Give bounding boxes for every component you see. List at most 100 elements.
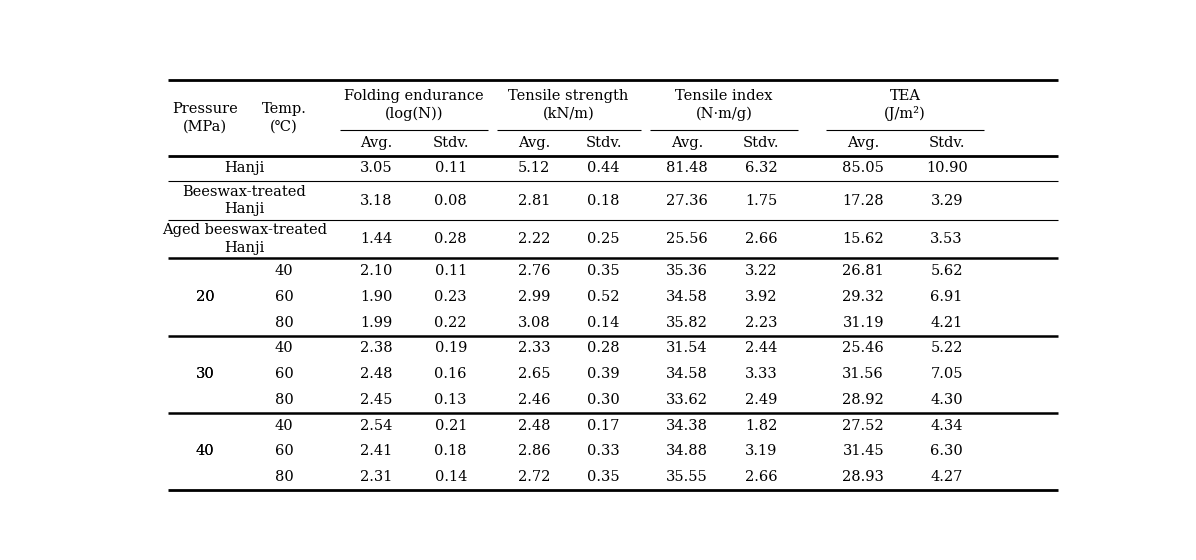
Text: 0.08: 0.08 <box>434 194 468 208</box>
Text: 85.05: 85.05 <box>842 161 884 175</box>
Text: 1.44: 1.44 <box>360 232 392 246</box>
Text: 35.55: 35.55 <box>666 470 708 484</box>
Text: 0.35: 0.35 <box>587 264 620 278</box>
Text: 60: 60 <box>275 367 293 381</box>
Text: Beeswax-treated
Hanji: Beeswax-treated Hanji <box>183 185 306 216</box>
Text: Hanji: Hanji <box>225 161 264 175</box>
Text: 3.33: 3.33 <box>745 367 777 381</box>
Text: 2.81: 2.81 <box>518 194 550 208</box>
Text: 0.11: 0.11 <box>434 161 466 175</box>
Text: 2.48: 2.48 <box>518 418 550 432</box>
Text: 10.90: 10.90 <box>926 161 968 175</box>
Text: 1.99: 1.99 <box>360 316 392 330</box>
Text: 34.58: 34.58 <box>666 367 708 381</box>
Text: 40: 40 <box>275 418 293 432</box>
Text: Temp.
(℃): Temp. (℃) <box>262 102 306 133</box>
Text: 28.93: 28.93 <box>842 470 884 484</box>
Text: 3.53: 3.53 <box>930 232 963 246</box>
Text: 5.22: 5.22 <box>930 342 963 356</box>
Text: Avg.: Avg. <box>360 136 392 150</box>
Text: 1.82: 1.82 <box>745 418 777 432</box>
Text: 0.30: 0.30 <box>587 393 620 407</box>
Text: 17.28: 17.28 <box>842 194 884 208</box>
Text: 2.10: 2.10 <box>360 264 392 278</box>
Text: 0.11: 0.11 <box>434 264 466 278</box>
Text: 81.48: 81.48 <box>666 161 708 175</box>
Text: 3.05: 3.05 <box>360 161 393 175</box>
Text: 35.36: 35.36 <box>666 264 708 278</box>
Text: 1.75: 1.75 <box>745 194 777 208</box>
Text: 34.88: 34.88 <box>666 444 708 458</box>
Text: 0.14: 0.14 <box>587 316 620 330</box>
Text: 0.17: 0.17 <box>587 418 620 432</box>
Text: 2.48: 2.48 <box>360 367 392 381</box>
Text: 0.33: 0.33 <box>587 444 620 458</box>
Text: 0.19: 0.19 <box>434 342 466 356</box>
Text: 0.28: 0.28 <box>587 342 620 356</box>
Text: 4.21: 4.21 <box>930 316 963 330</box>
Text: 7.05: 7.05 <box>930 367 963 381</box>
Text: 35.82: 35.82 <box>666 316 708 330</box>
Text: 6.30: 6.30 <box>930 444 963 458</box>
Text: 0.52: 0.52 <box>587 290 620 304</box>
Text: 34.58: 34.58 <box>666 290 708 304</box>
Text: 3.19: 3.19 <box>745 444 777 458</box>
Text: 34.38: 34.38 <box>666 418 708 432</box>
Text: 29.32: 29.32 <box>842 290 884 304</box>
Text: 30: 30 <box>196 367 214 381</box>
Text: 2.45: 2.45 <box>360 393 392 407</box>
Text: 2.22: 2.22 <box>518 232 550 246</box>
Text: 5.62: 5.62 <box>930 264 963 278</box>
Text: 60: 60 <box>275 444 293 458</box>
Text: 3.18: 3.18 <box>360 194 392 208</box>
Text: Stdv.: Stdv. <box>928 136 965 150</box>
Text: 31.45: 31.45 <box>842 444 884 458</box>
Text: 2.44: 2.44 <box>745 342 777 356</box>
Text: 2.46: 2.46 <box>518 393 550 407</box>
Text: 0.18: 0.18 <box>587 194 620 208</box>
Text: Stdv.: Stdv. <box>743 136 780 150</box>
Text: 0.13: 0.13 <box>434 393 466 407</box>
Text: 80: 80 <box>275 316 293 330</box>
Text: Tensile index
(N·m/g): Tensile index (N·m/g) <box>676 89 773 121</box>
Text: 0.44: 0.44 <box>587 161 620 175</box>
Text: 40: 40 <box>196 444 214 458</box>
Text: 3.92: 3.92 <box>745 290 777 304</box>
Text: 25.56: 25.56 <box>666 232 708 246</box>
Text: 31.54: 31.54 <box>666 342 708 356</box>
Text: 0.28: 0.28 <box>434 232 468 246</box>
Text: Tensile strength
(kN/m): Tensile strength (kN/m) <box>508 89 629 120</box>
Text: Avg.: Avg. <box>847 136 879 150</box>
Text: 0.35: 0.35 <box>587 470 620 484</box>
Text: 0.25: 0.25 <box>587 232 620 246</box>
Text: 2.65: 2.65 <box>518 367 550 381</box>
Text: 31.19: 31.19 <box>842 316 884 330</box>
Text: 2.33: 2.33 <box>518 342 550 356</box>
Text: 80: 80 <box>275 470 293 484</box>
Text: 25.46: 25.46 <box>842 342 884 356</box>
Text: 0.21: 0.21 <box>434 418 466 432</box>
Text: 2.23: 2.23 <box>745 316 777 330</box>
Text: 2.66: 2.66 <box>745 232 777 246</box>
Text: 2.99: 2.99 <box>518 290 550 304</box>
Text: 2.66: 2.66 <box>745 470 777 484</box>
Text: 15.62: 15.62 <box>842 232 884 246</box>
Text: Folding endurance
(log(N)): Folding endurance (log(N)) <box>344 89 483 121</box>
Text: 0.18: 0.18 <box>434 444 466 458</box>
Text: 4.27: 4.27 <box>930 470 963 484</box>
Text: 40: 40 <box>275 264 293 278</box>
Text: Stdv.: Stdv. <box>433 136 469 150</box>
Text: Aged beeswax-treated
Hanji: Aged beeswax-treated Hanji <box>161 223 327 255</box>
Text: TEA
(J/m²): TEA (J/m²) <box>884 88 926 121</box>
Text: 40: 40 <box>196 444 214 458</box>
Text: 0.16: 0.16 <box>434 367 466 381</box>
Text: 27.52: 27.52 <box>842 418 884 432</box>
Text: 2.41: 2.41 <box>360 444 392 458</box>
Text: 6.32: 6.32 <box>745 161 777 175</box>
Text: 2.54: 2.54 <box>360 418 392 432</box>
Text: 26.81: 26.81 <box>842 264 884 278</box>
Text: 6.91: 6.91 <box>930 290 963 304</box>
Text: 30: 30 <box>196 367 214 381</box>
Text: 4.34: 4.34 <box>930 418 963 432</box>
Text: 31.56: 31.56 <box>842 367 884 381</box>
